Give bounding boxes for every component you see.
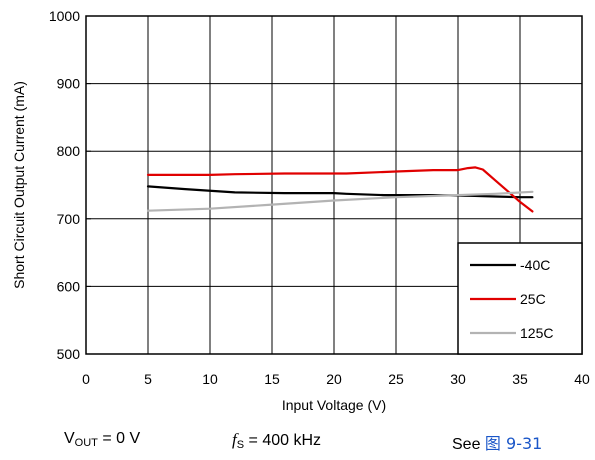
chart: 0 5 10 15 20 25 30 35 40 500 600 700 800 900 1000 Inpu… xyxy=(11,8,590,413)
fs-subscript: S xyxy=(236,439,245,451)
test-conditions: VOUT = 0 V fS = 400 kHz See 图 9-31 xyxy=(0,428,595,456)
fs-condition: fS = 400 kHz xyxy=(232,430,321,451)
y-tick-label: 600 xyxy=(57,278,81,294)
x-tick-label: 30 xyxy=(450,371,466,387)
vout-condition: VOUT = 0 V xyxy=(64,430,140,449)
tick-labels: 0 5 10 15 20 25 30 35 40 500 600 700 800 900 1000 xyxy=(49,8,590,387)
legend-label: -40C xyxy=(520,257,550,273)
vout-value: = 0 V xyxy=(97,430,141,447)
x-tick-label: 35 xyxy=(512,371,528,387)
see-label: See xyxy=(452,436,485,453)
fs-symbol: f xyxy=(232,430,237,449)
figure-link[interactable]: 图 9-31 xyxy=(484,434,543,453)
series-line-125c xyxy=(146,190,534,212)
vout-symbol: V xyxy=(64,430,75,447)
see-reference: See 图 9-31 xyxy=(452,430,542,454)
y-tick-label: 700 xyxy=(57,211,81,227)
y-tick-label: 800 xyxy=(57,143,81,159)
x-tick-label: 0 xyxy=(82,371,90,387)
fs-value: = 400 kHz xyxy=(244,432,322,449)
x-tick-label: 40 xyxy=(574,371,590,387)
legend-label: 125C xyxy=(520,325,553,341)
series-layer xyxy=(146,166,534,213)
x-axis-title: Input Voltage (V) xyxy=(282,397,386,413)
series-line-25c xyxy=(146,166,534,213)
plot-frame xyxy=(85,15,583,355)
y-axis-title: Short Circuit Output Current (mA) xyxy=(11,81,27,289)
series-line-40c xyxy=(146,185,534,199)
legend: -40C 25C 125C xyxy=(457,242,583,355)
x-tick-label: 15 xyxy=(264,371,280,387)
x-tick-label: 10 xyxy=(202,371,218,387)
y-tick-label: 1000 xyxy=(49,8,80,24)
legend-label: 25C xyxy=(520,291,546,307)
y-tick-label: 500 xyxy=(57,346,81,362)
x-tick-label: 20 xyxy=(326,371,342,387)
x-tick-label: 5 xyxy=(144,371,152,387)
x-tick-label: 25 xyxy=(388,371,404,387)
y-tick-label: 900 xyxy=(57,76,81,92)
vout-subscript: OUT xyxy=(74,437,98,449)
